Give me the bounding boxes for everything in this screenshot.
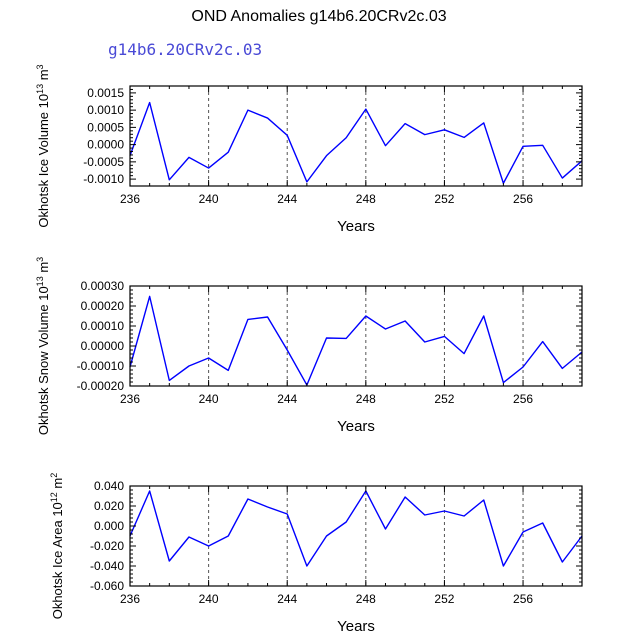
y-tick-label: 0.040 [94,479,124,493]
y-axis-label-ylabel: Okhotsk Snow Volume 10 [36,286,51,435]
y-axis-label-ylabel-unit: m [36,262,51,276]
y-axis-label: Okhotsk Snow Volume 1013 m3 [35,257,51,435]
y-tick-label: 0.00020 [81,299,125,313]
figure-subtitle: g14b6.20CRv2c.03 [108,40,263,59]
y-tick-label: -0.00010 [77,359,125,373]
panel-2: 236 240 244 248 252 256 -0.00020 -0.00010 0.0000… [35,257,583,435]
y-axis-label-ylabel-unit: m [50,478,65,492]
x-tick-label: 236 [120,392,140,406]
x-axis-label: Years [337,418,375,435]
panel-3: 236 240 244 248 252 256 -0.060 -0.040 -0.020 0.00… [49,473,583,635]
y-axis-label-ylabel-unit-exp: 3 [35,64,45,69]
x-tick-label: 244 [277,592,297,606]
y-tick-label: 0.0000 [87,138,124,152]
x-tick-label: 252 [434,192,454,206]
x-tick-label: 244 [277,392,297,406]
y-tick-label: 0.020 [94,499,124,513]
y-axis-label-ylabel-exp: 13 [35,276,45,286]
y-tick-label: 0.00010 [81,319,125,333]
x-tick-label: 236 [120,592,140,606]
y-tick-label: 0.000 [94,519,124,533]
y-tick-label: -0.020 [90,539,124,553]
y-tick-label: -0.0010 [83,172,124,186]
series-line [129,490,583,567]
y-axis-label-ylabel: Okhotsk Ice Volume 10 [36,94,51,228]
y-tick-label: 0.0010 [87,103,124,117]
x-tick-label: 248 [356,392,376,406]
y-axis-label-ylabel-unit-exp: 3 [35,257,45,262]
x-tick-label: 248 [356,192,376,206]
y-tick-label: 0.00030 [81,279,125,293]
x-tick-label: 252 [434,392,454,406]
y-axis-label: Okhotsk Ice Area 1012 m2 [49,473,65,620]
y-tick-label: -0.0005 [83,155,124,169]
plot-frame [129,285,583,387]
x-tick-label: 256 [513,192,533,206]
x-tick-label: 248 [356,592,376,606]
x-tick-label: 240 [199,592,219,606]
y-axis-label-ylabel-unit-exp: 2 [49,473,59,478]
y-axis-label: Okhotsk Ice Volume 1013 m3 [35,64,51,227]
x-tick-label: 256 [513,592,533,606]
x-tick-label: 256 [513,392,533,406]
x-tick-label: 236 [120,192,140,206]
x-tick-label: 252 [434,592,454,606]
x-tick-label: 240 [199,392,219,406]
series-line [129,295,583,386]
figure-title: OND Anomalies g14b6.20CRv2c.03 [191,8,447,25]
y-tick-label: 0.0015 [87,86,124,100]
y-tick-label: 0.0005 [87,120,124,134]
plot-frame [129,485,583,587]
x-tick-label: 244 [277,192,297,206]
y-axis-label-ylabel-exp: 13 [35,84,45,94]
x-axis-label: Years [337,218,375,235]
y-axis-label-ylabel-exp: 12 [49,492,59,502]
y-axis-label-ylabel: Okhotsk Ice Area 10 [50,502,65,619]
x-tick-label: 240 [199,192,219,206]
y-tick-label: -0.040 [90,559,124,573]
series-line [129,101,583,184]
y-axis-label-ylabel-unit: m [36,69,51,83]
plot-frame [129,85,583,187]
y-tick-label: -0.00020 [77,379,125,393]
panel-1: 236 240 244 248 252 256 -0.0010 -0.0005 0.0000 0.… [35,64,583,235]
y-tick-label: -0.060 [90,579,124,593]
x-axis-label: Years [337,618,375,635]
y-tick-label: 0.00000 [81,339,125,353]
